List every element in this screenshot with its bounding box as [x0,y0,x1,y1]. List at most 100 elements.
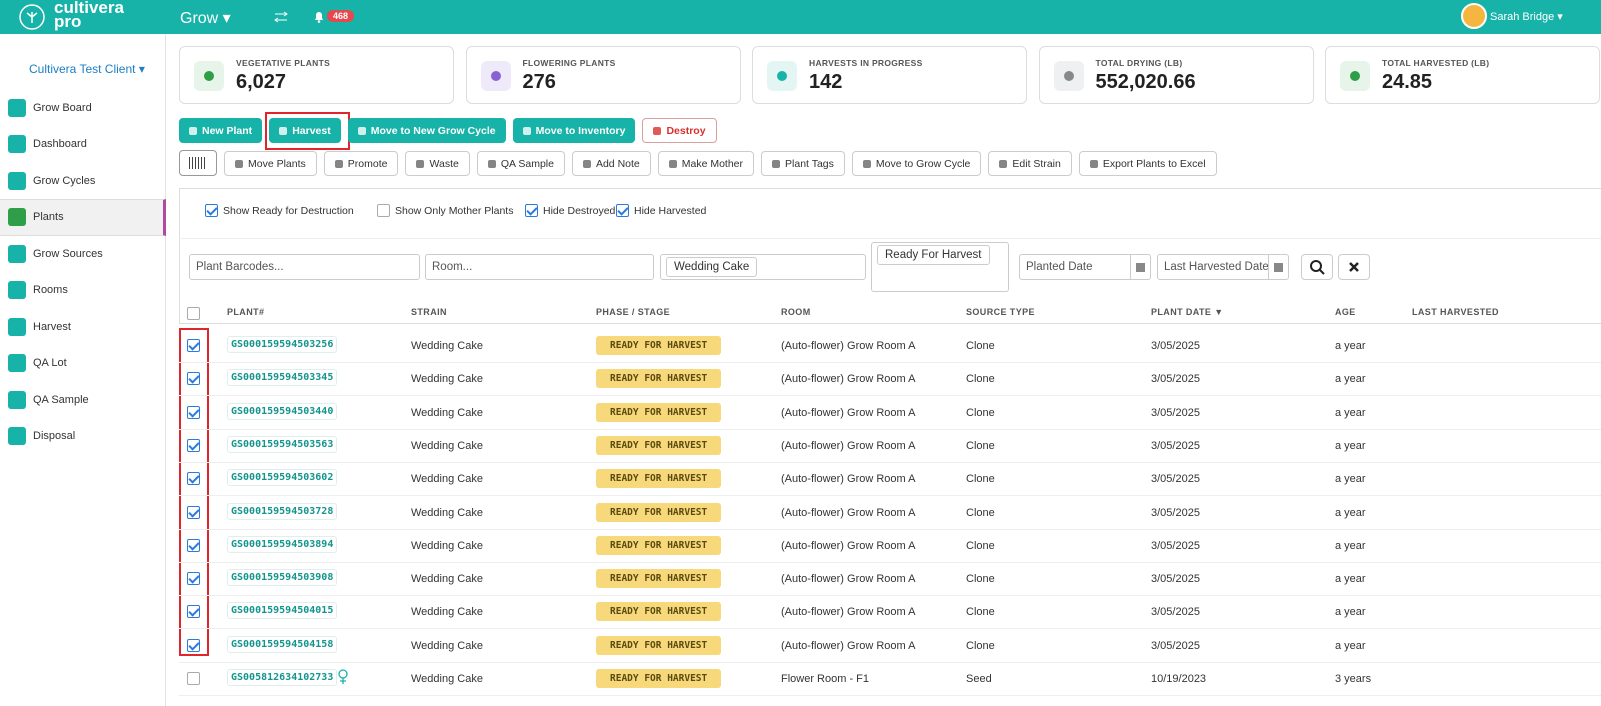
action-button[interactable]: Add Note [571,151,651,176]
action-button[interactable]: Move to Inventory [512,118,636,143]
row-divider [179,528,1601,530]
plant[interactable]: GS000159594503728 [227,502,338,520]
age: a year [1335,606,1366,619]
action-button[interactable]: QA Sample [476,151,565,176]
row-checkbox[interactable] [187,572,200,586]
checkbox[interactable] [616,204,629,217]
module-switch[interactable]: Grow ▾ [180,10,231,27]
nav-item[interactable]: Grow Sources [0,235,166,272]
plant[interactable]: GS000159594503345 [227,369,338,387]
checkbox[interactable] [525,204,538,217]
last-harvested-input[interactable]: Last Harvested Date [1157,254,1289,280]
column-header[interactable]: SOURCE TYPE [966,307,1035,317]
module: Grow [180,10,219,27]
plant[interactable]: GS000159594503256 [227,336,338,353]
row-checkbox[interactable] [187,472,200,486]
filter-option[interactable]: Hide Harvested [616,204,706,217]
row-checkbox[interactable] [187,405,200,419]
stat-label: TOTAL HARVESTED (LB) [1382,58,1490,68]
column-header[interactable]: PHASE / STAGE [596,307,671,317]
action-button[interactable]: Plant Tags [761,151,845,176]
column-header[interactable]: AGE [1335,307,1356,317]
plant[interactable]: GS005812634102733 [227,669,338,686]
action-button[interactable]: Make Mother [657,151,755,176]
column-header[interactable]: LAST HARVESTED [1412,307,1499,317]
age: a year [1335,573,1366,586]
action-button[interactable]: Promote [323,151,399,176]
column-header[interactable]: PLANT# [227,307,265,317]
client-switch[interactable]: Cultivera Test Client ▾ [29,62,145,76]
button-label: Promote [347,157,388,170]
strain: Wedding Cake [411,406,483,419]
user-menu[interactable]: Sarah Bridge ▾ [1490,11,1563,23]
nav-label: Rooms [33,284,68,296]
room-input[interactable]: Room... [425,254,654,280]
row-divider [179,461,1601,463]
plant[interactable]: GS000159594504158 [227,635,338,653]
nav-item[interactable]: Harvest [0,308,166,345]
row-checkbox[interactable] [187,605,200,619]
stat-icon [767,61,797,91]
column-header[interactable]: PLANT DATE ▼ [1151,307,1224,317]
row-checkbox[interactable] [187,538,200,552]
row-checkbox[interactable] [187,438,200,452]
checkbox[interactable] [205,204,218,217]
plant[interactable]: GS000159594503563 [227,435,338,453]
row-checkbox[interactable] [187,505,200,519]
row-checkbox[interactable] [187,672,200,685]
clear-button[interactable] [1338,254,1370,280]
column-header[interactable]: ROOM [781,307,811,317]
phase-select[interactable]: Ready For Harvest [871,242,1009,292]
stat-card: TOTAL HARVESTED (LB) 24.85 [1325,46,1600,104]
avatar[interactable] [1461,3,1487,29]
checkbox[interactable] [377,204,390,217]
strain: Wedding Cake [411,639,483,652]
action-button[interactable]: Waste [405,151,470,176]
action-button[interactable]: Destroy [642,118,717,143]
plant[interactable]: GS000159594503602 [227,469,338,487]
nav-item[interactable]: Dashboard [0,126,166,163]
plant[interactable]: GS000159594503908 [227,569,338,587]
row-checkbox[interactable] [187,638,200,652]
nav-icon [8,98,26,117]
bell-icon[interactable] [313,10,325,23]
nav-item[interactable]: Grow Board [0,89,166,126]
row-checkbox[interactable] [187,372,200,386]
stat-glyph [204,71,214,81]
plant[interactable]: GS000159594503440 [227,402,338,420]
action-button[interactable]: Move Plants [224,151,317,176]
phase-tag: Ready For Harvest [877,245,990,265]
filter-option[interactable]: Show Only Mother Plants [377,204,513,217]
action-button[interactable]: Export Plants to Excel [1078,151,1217,176]
nav-item[interactable]: Rooms [0,272,166,309]
action-button[interactable]: Move to Grow Cycle [851,151,982,176]
button-icon [235,159,243,168]
strain-select[interactable]: Wedding Cake [660,254,866,280]
search-button[interactable] [1301,254,1333,280]
select-all-checkbox[interactable] [187,307,200,320]
nav-item[interactable]: QA Lot [0,345,166,382]
planted-date-input[interactable]: Planted Date [1019,254,1151,280]
action-button[interactable]: Edit Strain [988,151,1072,176]
plant[interactable]: GS000159594504015 [227,602,338,620]
action-button[interactable]: New Plant [179,118,263,143]
action-button[interactable]: Move to New Grow Cycle [347,118,506,143]
strain: Wedding Cake [411,473,483,486]
nav-item[interactable]: Plants [0,198,166,236]
nav-item[interactable]: Grow Cycles [0,162,166,199]
filter-option[interactable]: Hide Destroyed [525,204,615,217]
nav-item[interactable]: Disposal [0,418,166,455]
action-button[interactable]: Harvest [269,118,341,143]
barcode-input[interactable]: Plant Barcodes... [189,254,420,280]
swap-icon[interactable] [274,11,288,23]
calendar-icon [1268,255,1288,279]
plant[interactable]: GS000159594503894 [227,535,338,553]
stat-label: FLOWERING PLANTS [522,58,616,68]
divider [179,188,1601,189]
filter-option[interactable]: Show Ready for Destruction [205,204,354,217]
nav-item[interactable]: QA Sample [0,381,166,418]
column-header[interactable]: STRAIN [411,307,447,317]
plant-date: 3/05/2025 [1151,340,1200,352]
row-checkbox[interactable] [187,339,200,352]
barcode-button[interactable] [179,150,217,176]
